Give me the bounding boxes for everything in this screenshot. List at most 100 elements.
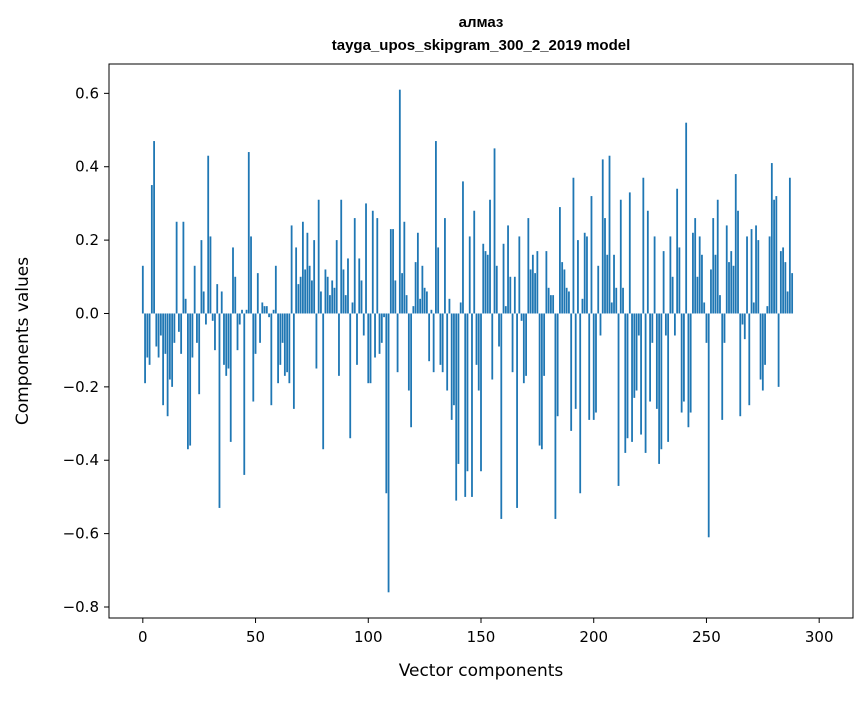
bar-86 <box>335 240 338 314</box>
bar-185 <box>559 207 561 314</box>
x-axis: 0 50 100 150 200 250 300 <box>138 618 834 646</box>
bar-104 <box>376 218 379 314</box>
bar-45 <box>243 313 246 475</box>
bar-143 <box>464 313 467 497</box>
bar-154 <box>489 199 491 314</box>
y-tick-label: −0.6 <box>63 525 99 543</box>
bar-151 <box>482 243 485 314</box>
bar-90 <box>344 295 347 314</box>
bar-137 <box>450 313 453 420</box>
bar-59 <box>274 265 277 314</box>
bar-121 <box>414 262 417 314</box>
bar-160 <box>502 243 505 314</box>
bar-196 <box>583 232 586 314</box>
bar-191 <box>572 177 575 314</box>
bar-99 <box>365 203 367 314</box>
bar-203 <box>599 313 602 336</box>
bar-144 <box>466 313 469 472</box>
y-tick-label: −0.2 <box>63 378 99 396</box>
bar-217 <box>631 313 633 442</box>
bar-145 <box>468 236 471 314</box>
bars-group <box>141 89 794 593</box>
bar-278 <box>768 236 771 314</box>
bar-134 <box>444 218 446 314</box>
bar-132 <box>439 313 442 365</box>
bar-285 <box>784 262 787 314</box>
bar-41 <box>234 276 237 314</box>
bar-259 <box>725 225 728 314</box>
bar-221 <box>640 313 642 435</box>
bar-115 <box>401 273 403 314</box>
bar-244 <box>692 232 694 314</box>
bar-155 <box>491 313 494 380</box>
bar-126 <box>425 291 428 314</box>
bar-69 <box>297 284 300 314</box>
bar-208 <box>610 302 613 314</box>
bar-14 <box>173 313 176 343</box>
bar-271 <box>752 302 755 314</box>
bar-252 <box>710 269 712 314</box>
bar-242 <box>687 313 690 428</box>
bar-201 <box>595 313 597 413</box>
bar-116 <box>403 221 406 314</box>
bar-112 <box>394 280 397 314</box>
bar-1 <box>144 313 146 384</box>
bar-236 <box>673 313 676 336</box>
bar-273 <box>757 240 760 314</box>
bar-167 <box>518 236 521 314</box>
bar-249 <box>703 302 706 314</box>
bar-192 <box>574 313 577 409</box>
bar-123 <box>419 298 422 314</box>
bar-260 <box>728 262 730 314</box>
bar-16 <box>177 313 180 332</box>
bar-281 <box>775 196 778 314</box>
chart-title: алмаз <box>459 14 504 31</box>
bar-46 <box>245 309 248 314</box>
bar-138 <box>453 313 455 406</box>
bar-19 <box>184 298 187 314</box>
bar-282 <box>777 313 780 387</box>
bar-63 <box>283 313 286 376</box>
bar-61 <box>279 313 282 365</box>
bar-268 <box>746 236 748 314</box>
bar-193 <box>577 240 579 314</box>
bar-279 <box>770 163 773 314</box>
bar-234 <box>669 236 672 314</box>
bar-152 <box>484 251 487 314</box>
bar-162 <box>507 225 509 314</box>
bar-171 <box>527 218 530 314</box>
bar-163 <box>509 276 512 314</box>
bar-33 <box>216 284 219 314</box>
bar-239 <box>680 313 683 413</box>
bar-176 <box>538 313 541 446</box>
bar-228 <box>655 313 658 409</box>
bar-241 <box>685 122 688 314</box>
bar-269 <box>748 313 751 406</box>
bar-181 <box>549 295 552 314</box>
bar-218 <box>633 313 636 398</box>
bar-178 <box>543 313 546 376</box>
bar-240 <box>683 313 685 402</box>
bar-110 <box>389 229 392 314</box>
bar-97 <box>360 280 363 314</box>
bar-117 <box>405 295 408 314</box>
bar-108 <box>385 313 388 494</box>
bar-180 <box>547 287 550 314</box>
bar-15 <box>175 221 178 314</box>
bar-136 <box>448 298 451 314</box>
bar-283 <box>779 251 782 314</box>
bar-30 <box>209 236 212 314</box>
bar-211 <box>617 313 620 486</box>
bar-47 <box>247 152 250 314</box>
bar-120 <box>412 306 415 314</box>
bar-107 <box>383 313 385 318</box>
bar-38 <box>227 313 230 369</box>
bar-27 <box>202 291 205 314</box>
bar-158 <box>498 313 500 347</box>
bar-87 <box>338 313 340 376</box>
bar-118 <box>407 313 410 391</box>
y-axis: −0.8 −0.6 −0.4 −0.2 0.0 0.2 0.4 0.6 <box>63 84 109 616</box>
bar-274 <box>759 313 762 380</box>
